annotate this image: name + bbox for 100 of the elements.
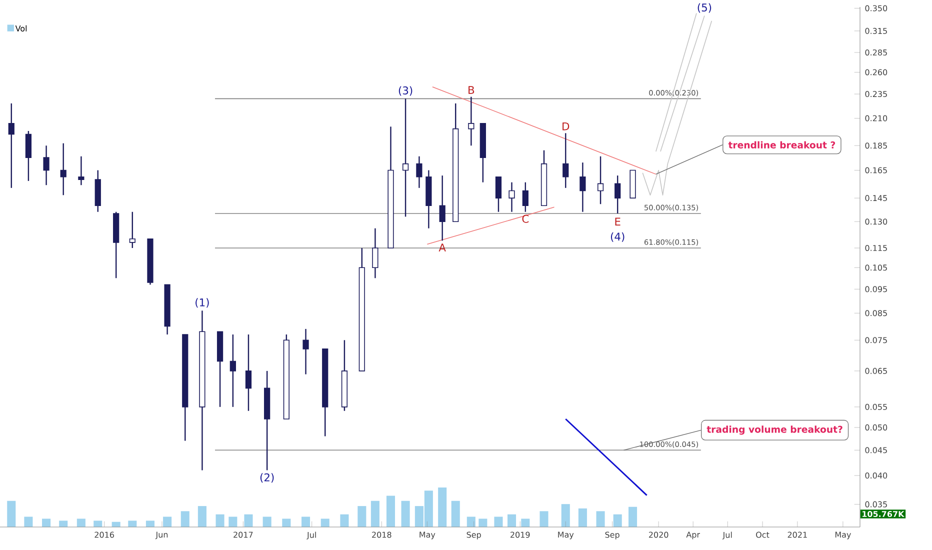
x-tick-label: 2016 <box>94 532 114 538</box>
x-tick-label: 2019 <box>510 532 530 538</box>
candlestick <box>439 174 446 242</box>
x-tick-label: Jul <box>722 532 732 540</box>
y-tick-label: 0.085 <box>865 310 887 316</box>
candlestick <box>8 102 14 189</box>
y-tick-label: 0.095 <box>865 286 887 292</box>
annotation: D <box>562 122 570 130</box>
annotation: (3) <box>398 86 412 96</box>
y-tick-label: 0.035 <box>865 501 887 508</box>
bar <box>59 520 68 527</box>
candlestick <box>129 211 136 249</box>
annotation: (1) <box>196 298 209 308</box>
y-tick-label: 0.040 <box>865 472 888 479</box>
bar <box>282 518 291 527</box>
candlestick <box>60 142 66 196</box>
candlestick <box>522 182 528 212</box>
candlestick <box>25 130 32 182</box>
text: 105.767K <box>862 510 904 518</box>
bar <box>7 500 16 527</box>
candlestick <box>468 96 474 146</box>
y-tick-label: 0.350 <box>865 5 888 12</box>
candlestick <box>245 334 252 412</box>
bar <box>94 520 102 527</box>
bar <box>451 500 460 527</box>
bar <box>128 520 137 527</box>
bar <box>163 516 172 527</box>
annotation: trading volume breakout? <box>706 426 842 435</box>
x-tick-label: Oct <box>756 532 770 538</box>
annotation: (4) <box>610 232 624 242</box>
y-tick-label: 0.210 <box>865 115 888 122</box>
bar <box>478 518 488 527</box>
legend-label: Vol <box>15 25 27 32</box>
y-tick-label: 0.105 <box>865 264 887 271</box>
x-tick-label: Jul <box>306 532 316 540</box>
x-tick-label: Apr <box>686 532 700 540</box>
x-tick-label: 2018 <box>372 532 392 538</box>
bar <box>507 514 516 527</box>
x-tick-label: Jun <box>155 532 168 540</box>
bar <box>262 516 272 527</box>
y-tick-label: 0.130 <box>865 218 888 225</box>
bar <box>540 511 548 527</box>
bar <box>340 514 349 527</box>
bar <box>494 516 503 527</box>
bar <box>596 511 605 527</box>
bar <box>358 506 366 527</box>
candlestick <box>302 328 309 375</box>
bar <box>76 518 86 527</box>
bar <box>320 518 330 527</box>
line-series <box>642 20 712 196</box>
y-tick-label: 0.045 <box>865 447 887 454</box>
candlestick <box>614 174 621 214</box>
y-tick-label: 0.235 <box>865 91 887 98</box>
annotation: trendline breakout ? <box>728 141 836 148</box>
candlestick <box>495 176 502 212</box>
y-tick-label: 0.050 <box>865 424 888 430</box>
candlestick <box>43 145 50 186</box>
x-tick-label: Sep <box>605 532 620 540</box>
y-tick-label: 0.165 <box>865 167 887 174</box>
bar <box>42 518 51 527</box>
y-tick-label: 0.115 <box>865 244 887 252</box>
candlestick <box>562 132 569 189</box>
y-tick-label: 0.065 <box>865 368 887 374</box>
x-tick-label: May <box>420 532 436 540</box>
candlestick <box>372 228 378 279</box>
bar <box>180 511 190 527</box>
candlestick <box>580 162 586 212</box>
y-tick-label: 0.055 <box>865 404 887 410</box>
candlestick <box>508 182 515 212</box>
bar <box>401 500 410 527</box>
bar <box>301 516 310 527</box>
y-tick-label: 0.285 <box>865 49 887 56</box>
y-tick-label: 0.260 <box>865 69 888 76</box>
y-tick-label: 0.315 <box>865 28 887 34</box>
x-tick-label: Sep <box>466 532 481 540</box>
bar <box>561 504 570 527</box>
bar <box>216 514 224 527</box>
y-tick-label: 0.145 <box>865 195 887 202</box>
candlestick <box>230 334 236 408</box>
candlestick <box>402 98 409 218</box>
bar <box>578 508 587 527</box>
x-tick-label: May <box>558 532 574 540</box>
bar <box>521 518 530 527</box>
x-tick-label: 2017 <box>234 532 253 538</box>
bar <box>613 514 622 527</box>
annotation: (2) <box>260 473 274 483</box>
bar <box>244 514 253 527</box>
bar <box>628 506 638 527</box>
bar <box>146 520 154 527</box>
annotation: A <box>438 244 446 252</box>
x-tick-label: May <box>835 532 851 540</box>
bar <box>438 487 447 527</box>
bar <box>386 496 396 527</box>
y-tick-label: 0.185 <box>865 142 887 149</box>
bar <box>466 516 476 527</box>
x-tick-label: 2020 <box>648 532 668 538</box>
annotation: (5) <box>698 3 712 13</box>
candlestick <box>416 156 422 189</box>
annotation: E <box>615 218 620 226</box>
bar <box>24 516 33 527</box>
